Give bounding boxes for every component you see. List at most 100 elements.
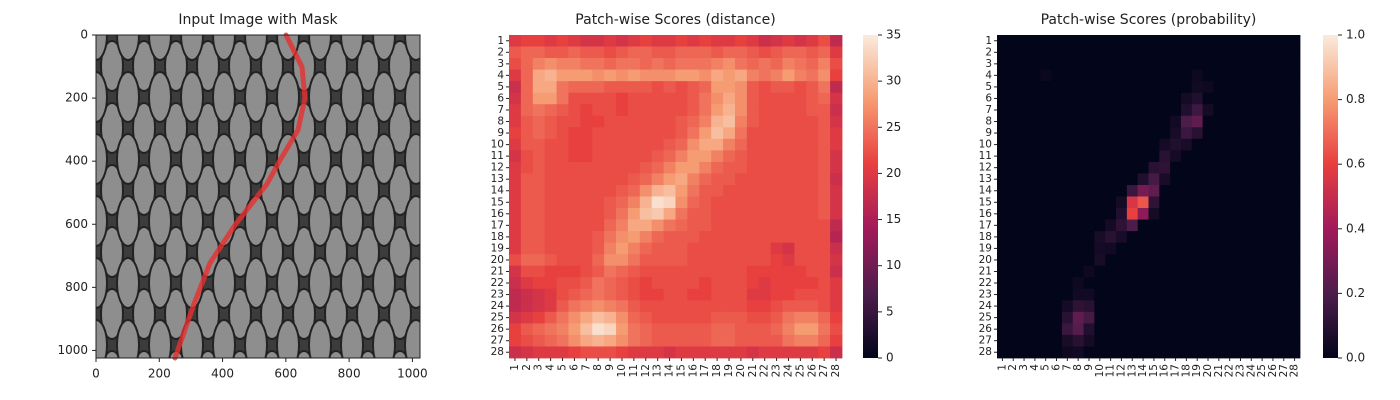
heatmap-cell xyxy=(592,58,605,71)
heatmap-cell xyxy=(556,173,569,186)
heatmap-cell xyxy=(651,196,665,209)
heatmap-cell xyxy=(746,242,760,255)
heatmap-cell xyxy=(509,300,522,313)
heatmap-cell xyxy=(997,231,1009,244)
y-tick-label: 4 xyxy=(497,69,504,81)
heatmap-cell xyxy=(1235,219,1247,232)
heatmap-cell xyxy=(818,150,831,163)
heatmap-cell xyxy=(794,254,807,267)
heatmap-cell xyxy=(1061,311,1074,324)
heatmap-cell xyxy=(592,161,605,174)
heatmap-cell xyxy=(1278,58,1290,71)
y-tick-label: 22 xyxy=(491,277,504,289)
heatmap-cell xyxy=(1116,69,1128,82)
y-tick-label: 22 xyxy=(979,277,992,289)
heatmap-cell xyxy=(1051,277,1063,290)
heatmap-cell xyxy=(1159,219,1171,232)
heatmap-cell xyxy=(1116,184,1128,197)
heatmap-cell xyxy=(1278,254,1290,267)
heatmap-cell xyxy=(1235,58,1247,71)
heatmap-cell xyxy=(770,127,783,140)
heatmap-cell xyxy=(1007,288,1020,301)
heatmap-cell xyxy=(663,196,676,209)
heatmap-cell xyxy=(651,334,665,347)
heatmap-cell xyxy=(1148,81,1160,94)
heatmap-cell xyxy=(639,242,653,255)
heatmap-cell xyxy=(1137,219,1149,232)
heatmap-cell xyxy=(997,219,1009,232)
heatmap-cell xyxy=(818,184,831,197)
heatmap-cell xyxy=(651,265,665,278)
heatmap-cell xyxy=(1170,346,1182,359)
heatmap-cell xyxy=(687,104,700,117)
heatmap-cell xyxy=(580,173,593,186)
heatmap-cell xyxy=(1170,81,1182,94)
heatmap-cell xyxy=(711,311,724,324)
heatmap-cell xyxy=(830,46,843,59)
heatmap-cell xyxy=(1267,231,1279,244)
heatmap-cell xyxy=(639,288,653,301)
heatmap-cell xyxy=(509,46,522,59)
heatmap-cell xyxy=(794,115,807,128)
heatmap-cell xyxy=(1202,334,1214,347)
heatmap-cell xyxy=(1170,208,1182,220)
heatmap-cell xyxy=(1170,161,1182,174)
x-tick-label: 200 xyxy=(148,367,171,381)
heatmap-cell xyxy=(746,219,760,232)
heatmap-cell xyxy=(1213,277,1225,290)
heatmap-cell xyxy=(1202,300,1214,313)
heatmap-cell xyxy=(699,184,712,197)
heatmap-cell xyxy=(1040,231,1052,244)
heatmap-cell xyxy=(734,219,748,232)
heatmap-cell xyxy=(1105,115,1117,128)
heatmap-cell xyxy=(1072,208,1084,220)
heatmap-cell xyxy=(1105,323,1117,336)
heatmap-cell xyxy=(509,346,522,359)
heatmap-cell xyxy=(997,127,1009,140)
y-tick-label: 9 xyxy=(497,127,504,139)
heatmap-cell xyxy=(627,346,641,359)
heatmap-cell xyxy=(1083,35,1095,47)
heatmap-cell xyxy=(1040,104,1052,117)
heatmap-cell xyxy=(568,161,581,174)
heatmap-cell xyxy=(675,46,688,59)
heatmap-cell xyxy=(675,288,688,301)
heatmap-cell xyxy=(1061,219,1074,232)
heatmap-cell xyxy=(1289,196,1301,209)
heatmap-cell xyxy=(1083,196,1095,209)
heatmap-cell xyxy=(663,288,676,301)
heatmap-cell xyxy=(1213,254,1225,267)
heatmap-cell xyxy=(1245,242,1258,255)
heatmap-cell xyxy=(687,334,700,347)
heatmap-cell xyxy=(1256,288,1268,301)
heatmap-cell xyxy=(651,323,665,336)
heatmap-cell xyxy=(1072,231,1084,244)
y-tick-label: 11 xyxy=(979,150,992,162)
heatmap-cell xyxy=(1235,184,1247,197)
heatmap-cell xyxy=(1170,219,1182,232)
heatmap-cell xyxy=(556,288,569,301)
heatmap-cell xyxy=(1224,184,1236,197)
heatmap-cell xyxy=(1083,184,1095,197)
heatmap-cell xyxy=(1061,104,1074,117)
heatmap-cell xyxy=(580,311,593,324)
colorbar-tick-label: 15 xyxy=(886,212,901,226)
heatmap-cell xyxy=(616,104,629,117)
heatmap-cell xyxy=(818,311,831,324)
heatmap-cell xyxy=(639,35,653,47)
heatmap-cell xyxy=(532,323,546,336)
heatmap-cell xyxy=(1051,150,1063,163)
heatmap-cell xyxy=(1278,173,1290,186)
heatmap-cell xyxy=(1116,242,1128,255)
heatmap-cell xyxy=(1061,58,1074,71)
heatmap-cell xyxy=(1202,277,1214,290)
heatmap-cell xyxy=(1051,115,1063,128)
heatmap-cell xyxy=(580,288,593,301)
heatmap-cell xyxy=(1029,254,1041,267)
heatmap-cell xyxy=(532,173,546,186)
heatmap-cell xyxy=(639,231,653,244)
heatmap-cell xyxy=(651,92,665,105)
heatmap-cell xyxy=(1083,138,1095,151)
heatmap-cell xyxy=(1148,150,1160,163)
heatmap-cell xyxy=(1051,208,1063,220)
